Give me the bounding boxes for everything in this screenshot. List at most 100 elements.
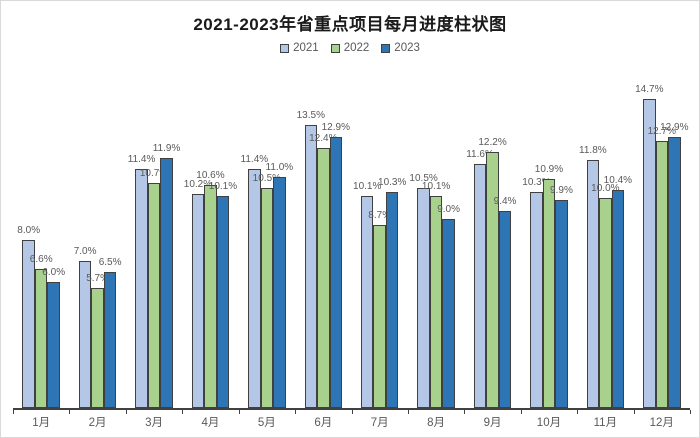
month-group-4月: 10.2% 10.6% 10.1% bbox=[182, 1, 238, 408]
data-label-2022-3月: 10.7% bbox=[139, 168, 169, 180]
month-group-6月: 13.5% 12.4% 12.9% bbox=[295, 1, 351, 408]
x-axis-label-8月: 8月 bbox=[427, 417, 446, 429]
bar-2023-12月 bbox=[668, 137, 681, 408]
data-label-2022-9月: 12.2% bbox=[478, 136, 507, 148]
axis-tick bbox=[125, 410, 127, 414]
bar-2023-7月 bbox=[385, 191, 399, 408]
month-group-7月: 10.1% 8.7% 10.3% bbox=[352, 1, 408, 408]
bar-2021-3月 bbox=[135, 168, 148, 408]
data-label-2021-8月: 10.5% bbox=[409, 172, 438, 184]
legend-item-2022: 2022 bbox=[330, 42, 370, 54]
bar-2022-10月 bbox=[542, 179, 556, 408]
bar-2023-11月 bbox=[611, 189, 625, 408]
bar-2022-9月 bbox=[486, 151, 499, 408]
bar-2023-4月 bbox=[216, 195, 230, 408]
x-axis-label-9月: 9月 bbox=[483, 417, 502, 429]
data-label-2021-4月: 10.2% bbox=[183, 178, 213, 190]
bar-2022-5月 bbox=[260, 187, 274, 408]
data-label-2022-2月: 5.7% bbox=[86, 273, 110, 285]
axis-tick bbox=[182, 410, 184, 414]
x-axis-label-6月: 6月 bbox=[314, 417, 333, 429]
bar-2022-8月 bbox=[429, 195, 443, 408]
bar-2021-10月 bbox=[530, 191, 543, 408]
bar-2021-1月 bbox=[22, 240, 35, 408]
data-label-2023-1月: 6.0% bbox=[42, 267, 66, 278]
bar-2022-11月 bbox=[599, 198, 612, 408]
bar-2022-4月 bbox=[204, 185, 217, 408]
month-group-8月: 10.5% 10.1% 9.0% bbox=[408, 1, 464, 408]
bar-2021-9月 bbox=[473, 164, 487, 408]
data-label-2023-6月: 12.9% bbox=[321, 122, 350, 134]
axis-tick bbox=[13, 410, 14, 414]
axis-tick bbox=[238, 410, 240, 414]
x-axis-label-10月: 10月 bbox=[536, 417, 562, 429]
data-label-2022-10月: 10.9% bbox=[534, 164, 564, 176]
month-group-3月: 11.4% 10.7% 11.9% bbox=[126, 1, 182, 408]
x-axis-line bbox=[13, 408, 690, 410]
legend-swatch-2023 bbox=[381, 43, 391, 53]
bar-2022-7月 bbox=[373, 225, 386, 408]
legend-item-2021: 2021 bbox=[280, 42, 319, 54]
bar-2023-9月 bbox=[498, 210, 512, 408]
bar-2022-3月 bbox=[147, 183, 161, 408]
data-label-2021-11月: 11.8% bbox=[579, 145, 607, 157]
bar-2021-6月 bbox=[304, 124, 318, 408]
month-group-12月: 14.7% 12.7% 12.9% bbox=[634, 1, 690, 408]
bar-2023-1月 bbox=[47, 282, 60, 408]
legend-swatch-2021 bbox=[280, 43, 290, 53]
legend: 2021 2022 2023 bbox=[1, 42, 699, 54]
bar-2023-6月 bbox=[329, 137, 343, 408]
x-axis-label-12月: 12月 bbox=[649, 417, 674, 429]
legend-label: 2021 bbox=[293, 42, 319, 54]
axis-tick bbox=[690, 410, 691, 414]
month-group-9月: 11.6% 12.2% 9.4% bbox=[464, 1, 520, 408]
data-label-2021-1月: 8.0% bbox=[17, 225, 41, 236]
axis-tick bbox=[351, 410, 353, 414]
data-label-2022-11月: 10.0% bbox=[591, 183, 620, 194]
data-label-2022-1月: 6.6% bbox=[29, 254, 53, 266]
bar-2021-8月 bbox=[417, 187, 430, 408]
data-label-2021-7月: 10.1% bbox=[353, 180, 382, 192]
data-label-2023-10月: 9.9% bbox=[550, 185, 573, 197]
bar-2021-12月 bbox=[643, 99, 656, 408]
data-label-2022-7月: 8.7% bbox=[368, 210, 392, 222]
data-label-2022-8月: 10.1% bbox=[421, 180, 451, 192]
chart-title: 2021-2023年省重点项目每月进度柱状图 bbox=[193, 15, 507, 34]
bar-2021-7月 bbox=[360, 195, 374, 408]
axis-tick bbox=[295, 410, 297, 414]
data-label-2021-5月: 11.4% bbox=[240, 153, 269, 165]
data-label-2023-2月: 6.5% bbox=[98, 256, 122, 268]
bar-2021-4月 bbox=[191, 193, 205, 408]
month-group-10月: 10.3% 10.9% 9.9% bbox=[521, 1, 577, 408]
x-axis-label-3月: 3月 bbox=[145, 417, 163, 429]
data-label-2021-6月: 13.5% bbox=[296, 109, 325, 121]
x-axis-label-5月: 5月 bbox=[257, 417, 276, 429]
axis-tick bbox=[520, 410, 522, 414]
data-label-2023-4月: 10.1% bbox=[208, 180, 238, 192]
month-group-11月: 11.8% 10.0% 10.4% bbox=[577, 1, 633, 408]
legend-swatch-2022 bbox=[330, 43, 340, 53]
axis-tick bbox=[633, 410, 635, 414]
month-group-5月: 11.4% 10.5% 11.0% bbox=[239, 1, 295, 408]
bar-2023-3月 bbox=[160, 158, 173, 408]
data-label-2021-3月: 11.4% bbox=[127, 153, 156, 165]
bar-2021-5月 bbox=[248, 168, 261, 408]
legend-item-2023: 2023 bbox=[381, 42, 420, 54]
axis-tick bbox=[464, 410, 466, 414]
axis-tick bbox=[69, 410, 71, 414]
bar-2022-12月 bbox=[655, 141, 669, 408]
data-label-2022-6月: 12.4% bbox=[309, 132, 338, 144]
x-axis-label-4月: 4月 bbox=[201, 417, 220, 429]
data-label-2023-3月: 11.9% bbox=[152, 143, 181, 155]
x-axis-label-7月: 7月 bbox=[370, 417, 389, 429]
month-group-2月: 7.0% 5.7% 6.5% bbox=[69, 1, 125, 408]
data-label-2023-8月: 9.0% bbox=[437, 204, 461, 215]
month-group-1月: 8.0% 6.6% 6.0% bbox=[13, 1, 69, 408]
data-label-2023-11月: 10.4% bbox=[603, 174, 633, 186]
legend-label: 2022 bbox=[343, 42, 370, 54]
bar-2021-11月 bbox=[586, 160, 600, 408]
bar-2022-1月 bbox=[34, 269, 48, 408]
axis-tick bbox=[577, 410, 579, 414]
